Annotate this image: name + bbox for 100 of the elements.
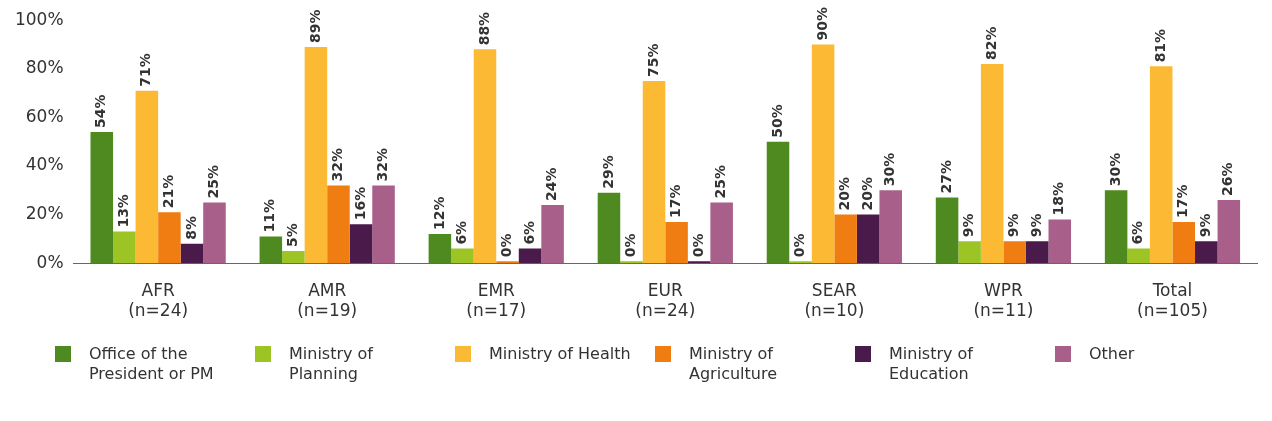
- bar: [90, 131, 114, 264]
- y-tick-label: 40%: [25, 154, 64, 175]
- x-tick-label: EUR (n=24): [635, 279, 696, 321]
- bar: [1104, 190, 1128, 264]
- y-tick-label: 100%: [14, 8, 64, 29]
- bar: [135, 90, 159, 264]
- data-label: 16%: [351, 186, 368, 221]
- data-label: 12%: [430, 196, 447, 231]
- data-label: 20%: [858, 177, 875, 211]
- x-tick-label: EMR (n=17): [466, 279, 527, 321]
- bar: [1149, 66, 1173, 264]
- data-label: 75%: [644, 43, 661, 77]
- data-label: 32%: [329, 147, 346, 182]
- y-tick-label: 60%: [25, 105, 64, 126]
- data-label: 90%: [813, 6, 830, 41]
- data-label: 6%: [520, 220, 537, 245]
- data-label: 0%: [689, 233, 706, 258]
- bar: [180, 243, 204, 264]
- bar: [327, 185, 350, 264]
- bar: [597, 192, 621, 264]
- data-label: 9%: [1005, 213, 1022, 238]
- bar: [1048, 219, 1072, 264]
- legend-label: Ministry of Health: [489, 344, 632, 364]
- legend-label: Ministry of Agriculture: [689, 344, 778, 384]
- data-label: 13%: [114, 194, 131, 228]
- data-label: 50%: [768, 104, 785, 138]
- bar: [620, 261, 643, 264]
- data-label: 6%: [453, 220, 470, 245]
- data-label: 54%: [92, 94, 109, 128]
- legend-label: Ministry of Education: [889, 344, 975, 384]
- data-label: 71%: [137, 53, 154, 87]
- bar: [158, 212, 181, 264]
- bar: [811, 44, 835, 264]
- bar: [1217, 200, 1241, 264]
- y-tick-label: 20%: [25, 203, 64, 224]
- data-label: 30%: [881, 152, 898, 187]
- data-label: 25%: [712, 164, 729, 199]
- data-label: 30%: [1106, 152, 1123, 187]
- x-tick-label: Total (n=105): [1137, 279, 1208, 321]
- bar: [958, 241, 981, 264]
- bar: [1025, 241, 1049, 264]
- data-label: 17%: [667, 184, 684, 218]
- bar: [1172, 221, 1196, 264]
- data-label: 20%: [836, 177, 853, 211]
- data-label: 0%: [498, 233, 515, 258]
- data-label: 5%: [284, 223, 301, 248]
- data-label: 27%: [937, 160, 954, 194]
- bar: [282, 251, 305, 264]
- bar: [879, 190, 902, 264]
- data-label: 8%: [182, 215, 199, 240]
- x-tick-label: SEAR (n=10): [804, 279, 865, 321]
- bar: [1127, 248, 1150, 264]
- bar: [372, 185, 395, 264]
- legend-label: Office of the President or PM: [89, 344, 215, 384]
- bar: [541, 204, 564, 264]
- bar: [665, 221, 688, 264]
- bar: [1003, 241, 1026, 264]
- y-tick-label: 0%: [36, 251, 64, 272]
- bar: [856, 214, 880, 264]
- data-label: 21%: [160, 174, 177, 209]
- data-label: 81%: [1151, 28, 1168, 63]
- data-label: 25%: [205, 164, 222, 199]
- data-label: 17%: [1174, 184, 1191, 218]
- data-label: 0%: [791, 233, 808, 258]
- data-label: 89%: [306, 9, 323, 43]
- legend-label: Ministry of Planning: [289, 344, 375, 384]
- bar: [259, 236, 283, 264]
- bar: [349, 224, 373, 264]
- bar: [789, 261, 812, 264]
- data-label: 32%: [374, 147, 391, 182]
- bar: [428, 234, 452, 264]
- data-label: 82%: [982, 26, 999, 60]
- bar: [642, 80, 666, 264]
- data-label: 9%: [1027, 213, 1044, 238]
- bar: [710, 202, 733, 264]
- data-label: 6%: [1129, 220, 1146, 245]
- bar: [1195, 241, 1218, 264]
- bar: [766, 141, 790, 264]
- bar: [496, 261, 519, 264]
- data-label: 29%: [599, 155, 616, 189]
- bar: [451, 248, 474, 264]
- data-label: 11%: [261, 198, 278, 233]
- bar: [113, 231, 136, 264]
- legend-label: Other: [1089, 344, 1136, 364]
- bar: [473, 49, 497, 264]
- data-label: 88%: [475, 11, 492, 46]
- data-label: 0%: [622, 233, 639, 258]
- bar: [935, 197, 959, 264]
- y-tick-label: 80%: [25, 57, 64, 78]
- data-label: 9%: [1196, 213, 1213, 238]
- data-label: 26%: [1219, 162, 1236, 197]
- data-label: 24%: [543, 167, 560, 201]
- bar: [980, 63, 1004, 264]
- bar: [304, 46, 328, 264]
- bar: [518, 248, 542, 264]
- x-tick-label: WPR (n=11): [973, 279, 1034, 321]
- bar: [834, 214, 857, 264]
- x-tick-label: AMR (n=19): [297, 279, 358, 321]
- data-label: 9%: [960, 213, 977, 238]
- data-label: 18%: [1050, 181, 1067, 216]
